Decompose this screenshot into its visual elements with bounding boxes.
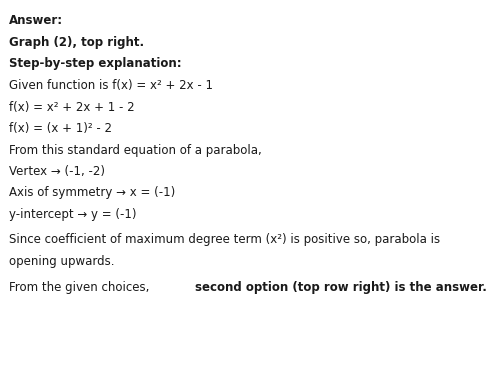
Text: Given function is f(x) = x² + 2x - 1: Given function is f(x) = x² + 2x - 1 xyxy=(9,80,213,93)
Text: Graph (2), top right.: Graph (2), top right. xyxy=(9,36,144,49)
Text: Axis of symmetry → x = (-1): Axis of symmetry → x = (-1) xyxy=(9,186,175,200)
Text: From the given choices,: From the given choices, xyxy=(9,280,153,294)
Text: second option (top row right) is the answer.: second option (top row right) is the ans… xyxy=(195,280,487,294)
Text: opening upwards.: opening upwards. xyxy=(9,255,115,268)
Text: f(x) = x² + 2x + 1 - 2: f(x) = x² + 2x + 1 - 2 xyxy=(9,101,134,114)
Text: y-intercept → y = (-1): y-intercept → y = (-1) xyxy=(9,208,136,221)
Text: Step-by-step explanation:: Step-by-step explanation: xyxy=(9,57,182,70)
Text: From this standard equation of a parabola,: From this standard equation of a parabol… xyxy=(9,144,262,157)
Text: Answer:: Answer: xyxy=(9,14,63,27)
Text: Since coefficient of maximum degree term (x²) is positive so, parabola is: Since coefficient of maximum degree term… xyxy=(9,233,440,246)
Text: f(x) = (x + 1)² - 2: f(x) = (x + 1)² - 2 xyxy=(9,122,112,135)
Text: Vertex → (-1, -2): Vertex → (-1, -2) xyxy=(9,165,105,178)
